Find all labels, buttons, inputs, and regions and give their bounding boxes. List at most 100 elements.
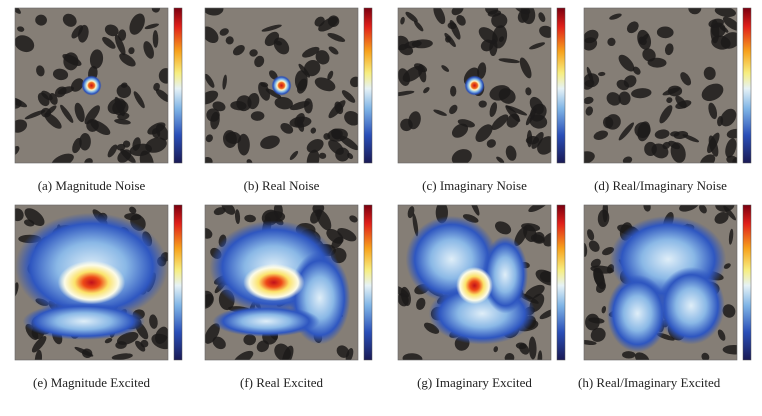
activation-region: [482, 236, 529, 314]
noise-blotch: [498, 36, 504, 42]
heatmap-frame: [583, 7, 738, 164]
noise-blotch: [104, 24, 119, 37]
noise-blotch: [400, 286, 411, 306]
colorbar: [173, 204, 183, 361]
noise-blotch: [596, 281, 606, 293]
noise-blotch: [491, 12, 508, 29]
noise-blotch: [450, 85, 457, 97]
noise-blotch: [144, 23, 159, 30]
noise-blotch: [504, 353, 515, 360]
noise-blotch: [588, 240, 600, 252]
noise-blotch: [679, 205, 700, 212]
noise-blotch: [489, 85, 511, 101]
noise-blotch: [708, 102, 718, 120]
noise-blotch: [622, 351, 636, 359]
noise-blotch: [590, 327, 606, 342]
noise-blotch: [664, 43, 674, 56]
noise-blotch: [637, 121, 651, 142]
noise-blotch: [349, 215, 358, 223]
noise-blotch: [225, 131, 242, 144]
noise-blotch: [212, 336, 226, 350]
activation-peak: [57, 260, 126, 305]
noise-blotch: [462, 214, 479, 223]
activation-region: [212, 305, 320, 337]
noise-blotch: [722, 344, 737, 355]
noise-blotch: [258, 82, 270, 101]
noise-blotch: [666, 97, 673, 103]
heatmap-image: [398, 205, 551, 360]
noise-blotch: [400, 16, 405, 25]
noise-blotch: [24, 208, 45, 226]
noise-blotch: [52, 68, 69, 81]
noise-blotch: [714, 8, 736, 18]
noise-blotch: [539, 309, 551, 320]
noise-blotch: [15, 282, 19, 297]
noise-blotch: [584, 242, 588, 257]
noise-blotch: [213, 207, 226, 216]
noise-blotch: [584, 151, 595, 163]
noise-blotch: [111, 353, 133, 360]
noise-blotch: [250, 111, 265, 121]
noise-blotch: [219, 28, 229, 36]
noise-blotch: [314, 77, 336, 92]
colorbar: [556, 7, 566, 164]
noise-blotch: [408, 111, 421, 130]
panel-caption: (d) Real/Imaginary Noise: [594, 178, 727, 193]
noise-blotch: [155, 89, 168, 103]
noise-blotch: [609, 13, 622, 20]
noise-blotch: [444, 32, 456, 48]
noise-blotch: [102, 36, 116, 49]
noise-blotch: [31, 335, 47, 353]
noise-blotch: [212, 101, 226, 112]
noise-blotch: [703, 66, 716, 80]
noise-blotch: [539, 25, 551, 38]
noise-blotch: [707, 132, 720, 154]
noise-blotch: [60, 104, 74, 123]
noise-blotch: [78, 24, 89, 43]
colorbar: [173, 7, 183, 164]
noise-blotch: [344, 111, 358, 126]
noise-blotch: [79, 133, 91, 151]
noise-blotch: [327, 33, 346, 42]
noise-blotch: [718, 24, 729, 33]
signal-dot: [271, 75, 292, 96]
noise-blotch: [63, 52, 79, 71]
heatmap-frame: [397, 204, 552, 361]
heatmap-frame: [397, 7, 552, 164]
noise-blotch: [505, 145, 517, 161]
heatmap-image: [205, 8, 358, 163]
noise-blotch: [222, 74, 227, 90]
noise-blotch: [118, 29, 127, 41]
noise-blotch: [449, 104, 458, 115]
noise-blotch: [337, 227, 357, 242]
noise-blotch: [722, 16, 737, 31]
noise-blotch: [129, 143, 153, 157]
noise-blotch: [526, 130, 533, 148]
noise-blotch: [332, 129, 343, 139]
noise-blotch: [54, 86, 67, 98]
noise-blotch: [72, 137, 82, 154]
signal-dot: [81, 75, 102, 96]
noise-blotch: [36, 65, 45, 77]
noise-blotch: [496, 156, 505, 163]
noise-blotch: [243, 334, 257, 346]
noise-blotch: [505, 105, 528, 116]
heatmap-image: [205, 205, 358, 360]
noise-blotch: [539, 271, 551, 283]
noise-blotch: [327, 15, 340, 27]
noise-blotch: [151, 333, 168, 350]
panel-caption: (c) Imaginary Noise: [422, 178, 527, 193]
noise-blotch: [478, 27, 498, 44]
noise-blotch: [528, 336, 537, 360]
noise-blotch: [205, 90, 219, 105]
noise-blotch: [414, 20, 424, 32]
heatmap-frame: [204, 204, 359, 361]
noise-blotch: [84, 158, 93, 163]
noise-blotch: [158, 68, 168, 84]
noise-blotch: [40, 107, 52, 118]
noise-blotch: [486, 139, 496, 148]
noise-blotch: [725, 138, 737, 158]
noise-blotch: [659, 105, 673, 124]
noise-blotch: [506, 113, 520, 128]
noise-blotch: [116, 143, 126, 151]
